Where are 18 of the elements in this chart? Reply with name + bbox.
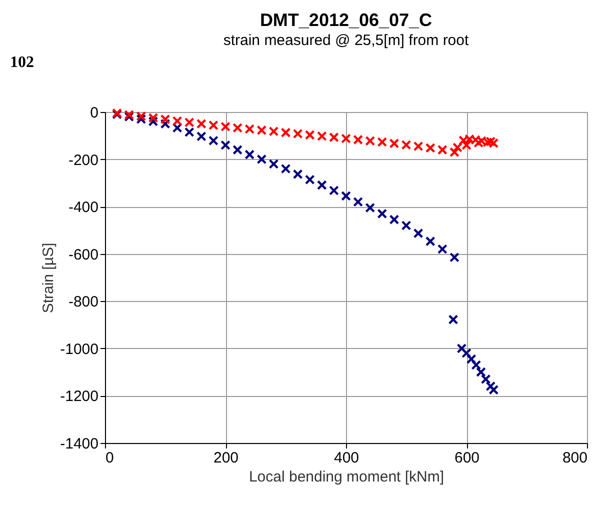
chart-subtitle: strain measured @ 25,5[m] from root <box>223 32 470 49</box>
x-tick-label: 400 <box>334 450 360 466</box>
chart-title: DMT_2012_06_07_C <box>260 10 432 30</box>
x-tick-label: 800 <box>562 450 588 466</box>
text: 102 <box>10 54 34 71</box>
y-tick-label: -1400 <box>60 436 98 452</box>
y-tick-label: -200 <box>68 152 98 169</box>
x-tick-label: 600 <box>454 450 480 466</box>
y-tick-label: 0 <box>90 104 98 122</box>
y-tick-label: -1000 <box>60 340 98 358</box>
y-tick-label: -400 <box>68 199 98 216</box>
y-tick-label: -600 <box>68 246 98 264</box>
x-axis-title: Local bending moment [kNm] <box>248 468 444 486</box>
y-tick-label: -1200 <box>60 388 98 406</box>
y-tick-label: -800 <box>68 294 98 311</box>
x-tick-label: 200 <box>213 450 239 466</box>
x-tick-label: 0 <box>106 450 114 466</box>
y-axis-title: Strain [µS] <box>40 242 58 314</box>
